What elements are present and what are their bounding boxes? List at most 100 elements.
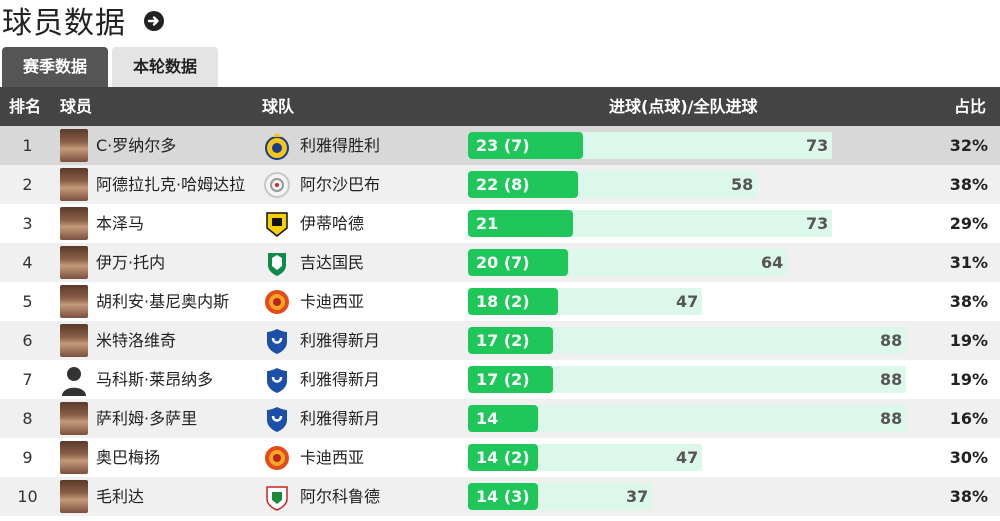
header-rank[interactable]: 排名 — [9, 97, 42, 116]
team-goals-label: 47 — [676, 292, 699, 311]
al-qadsiah-logo[interactable] — [263, 288, 291, 316]
player-avatar[interactable] — [60, 246, 88, 279]
team-goals-label: 88 — [880, 331, 903, 350]
player-stats-table: 1 C·罗纳尔多 利雅得胜利 73 23 (7) 32% 2 阿德拉扎克·哈姆达拉 阿尔沙巴布 5… — [0, 126, 1000, 516]
player-name-link[interactable]: 本泽马 — [96, 214, 145, 233]
goal-ratio: 38% — [949, 175, 988, 194]
player-avatar[interactable] — [60, 402, 88, 435]
tab-round-stats[interactable]: 本轮数据 — [112, 47, 218, 87]
team-goals-label: 58 — [731, 175, 754, 194]
table-row[interactable]: 10 毛利达 阿尔科鲁德 37 14 (3) 38% — [0, 477, 1000, 516]
player-name-link[interactable]: 米特洛维奇 — [96, 331, 177, 350]
rank-cell: 3 — [22, 214, 33, 233]
al-nassr-logo[interactable] — [263, 132, 291, 160]
goal-ratio: 32% — [949, 136, 988, 155]
rank-cell: 7 — [22, 370, 33, 389]
rank-cell: 4 — [22, 253, 33, 272]
table-row[interactable]: 9 奥巴梅扬 卡迪西亚 47 14 (2) 30% — [0, 438, 1000, 477]
table-row[interactable]: 8 萨利姆·多萨里 利雅得新月 88 14 16% — [0, 399, 1000, 438]
team-goals-label: 64 — [761, 253, 784, 272]
team-goals-bar — [468, 405, 906, 432]
player-avatar[interactable] — [60, 441, 88, 474]
page-title: 球员数据 — [2, 6, 126, 41]
al-ittihad-logo[interactable] — [263, 210, 291, 238]
tab-season-stats[interactable]: 赛季数据 — [2, 47, 108, 87]
header-ratio[interactable]: 占比 — [954, 97, 987, 116]
header-player[interactable]: 球员 — [60, 97, 93, 116]
player-goals-bar: 21 — [468, 210, 573, 237]
team-goals-label: 47 — [676, 448, 699, 467]
player-avatar[interactable] — [60, 285, 88, 318]
team-goals-label: 73 — [806, 214, 829, 233]
player-avatar[interactable] — [60, 207, 88, 240]
player-name-link[interactable]: 伊万·托内 — [96, 253, 166, 272]
al-qadsiah-logo[interactable] — [263, 444, 291, 472]
rank-cell: 9 — [22, 448, 33, 467]
goal-ratio: 38% — [949, 292, 988, 311]
title-row: 球员数据 — [2, 0, 164, 41]
table-row[interactable]: 3 本泽马 伊蒂哈德 73 21 29% — [0, 204, 1000, 243]
player-avatar[interactable] — [60, 363, 88, 396]
table-row[interactable]: 5 胡利安·基尼奥内斯 卡迪西亚 47 18 (2) 38% — [0, 282, 1000, 321]
player-goals-bar: 18 (2) — [468, 288, 558, 315]
table-row[interactable]: 7 马科斯·莱昂纳多 利雅得新月 88 17 (2) 19% — [0, 360, 1000, 399]
player-name-link[interactable]: 胡利安·基尼奥内斯 — [96, 292, 230, 311]
team-name-link[interactable]: 利雅得新月 — [300, 370, 381, 389]
rank-cell: 6 — [22, 331, 33, 350]
team-name-link[interactable]: 吉达国民 — [300, 253, 365, 272]
al-hilal-logo[interactable] — [263, 405, 291, 433]
player-name-link[interactable]: 萨利姆·多萨里 — [96, 409, 198, 428]
goal-ratio: 38% — [949, 487, 988, 506]
player-goals-bar: 23 (7) — [468, 132, 583, 159]
team-name-link[interactable]: 利雅得新月 — [300, 331, 381, 350]
player-goals-bar: 17 (2) — [468, 366, 553, 393]
goal-ratio: 31% — [949, 253, 988, 272]
table-row[interactable]: 6 米特洛维奇 利雅得新月 88 17 (2) 19% — [0, 321, 1000, 360]
rank-cell: 1 — [22, 136, 33, 155]
team-name-link[interactable]: 阿尔沙巴布 — [300, 175, 381, 194]
header-goals[interactable]: 进球(点球)/全队进球 — [609, 97, 758, 116]
al-hilal-logo[interactable] — [263, 327, 291, 355]
circle-arrow-right-icon[interactable] — [144, 11, 164, 31]
rank-cell: 5 — [22, 292, 33, 311]
team-goals-label: 88 — [880, 409, 903, 428]
goal-ratio: 16% — [949, 409, 988, 428]
table-row[interactable]: 4 伊万·托内 吉达国民 64 20 (7) 31% — [0, 243, 1000, 282]
player-goals-bar: 22 (8) — [468, 171, 578, 198]
table-row[interactable]: 2 阿德拉扎克·哈姆达拉 阿尔沙巴布 58 22 (8) 38% — [0, 165, 1000, 204]
al-okhdood-logo[interactable] — [263, 483, 291, 511]
team-name-link[interactable]: 利雅得新月 — [300, 409, 381, 428]
team-name-link[interactable]: 利雅得胜利 — [300, 136, 381, 155]
team-name-link[interactable]: 阿尔科鲁德 — [300, 487, 381, 506]
goal-ratio: 29% — [949, 214, 988, 233]
player-name-link[interactable]: 阿德拉扎克·哈姆达拉 — [96, 175, 246, 194]
goal-ratio: 30% — [949, 448, 988, 467]
player-goals-bar: 14 — [468, 405, 538, 432]
player-avatar[interactable] — [60, 480, 88, 513]
table-row[interactable]: 1 C·罗纳尔多 利雅得胜利 73 23 (7) 32% — [0, 126, 1000, 165]
team-name-link[interactable]: 卡迪西亚 — [300, 292, 365, 311]
goal-ratio: 19% — [949, 370, 988, 389]
player-avatar[interactable] — [60, 129, 88, 162]
goal-ratio: 19% — [949, 331, 988, 350]
player-name-link[interactable]: C·罗纳尔多 — [96, 136, 177, 155]
player-name-link[interactable]: 奥巴梅扬 — [96, 448, 161, 467]
player-name-link[interactable]: 马科斯·莱昂纳多 — [96, 370, 214, 389]
player-avatar[interactable] — [60, 324, 88, 357]
team-goals-label: 88 — [880, 370, 903, 389]
al-ahli-logo[interactable] — [263, 249, 291, 277]
al-shabab-logo[interactable] — [263, 171, 291, 199]
team-goals-label: 37 — [626, 487, 649, 506]
player-goals-bar: 14 (2) — [468, 444, 538, 471]
team-name-link[interactable]: 卡迪西亚 — [300, 448, 365, 467]
tab-bar: 赛季数据 本轮数据 — [2, 47, 222, 87]
header-team[interactable]: 球队 — [262, 97, 295, 116]
team-goals-label: 73 — [806, 136, 829, 155]
rank-cell: 10 — [17, 487, 38, 506]
team-name-link[interactable]: 伊蒂哈德 — [300, 214, 365, 233]
player-name-link[interactable]: 毛利达 — [96, 487, 145, 506]
rank-cell: 2 — [22, 175, 33, 194]
player-goals-bar: 20 (7) — [468, 249, 568, 276]
al-hilal-logo[interactable] — [263, 366, 291, 394]
player-avatar[interactable] — [60, 168, 88, 201]
